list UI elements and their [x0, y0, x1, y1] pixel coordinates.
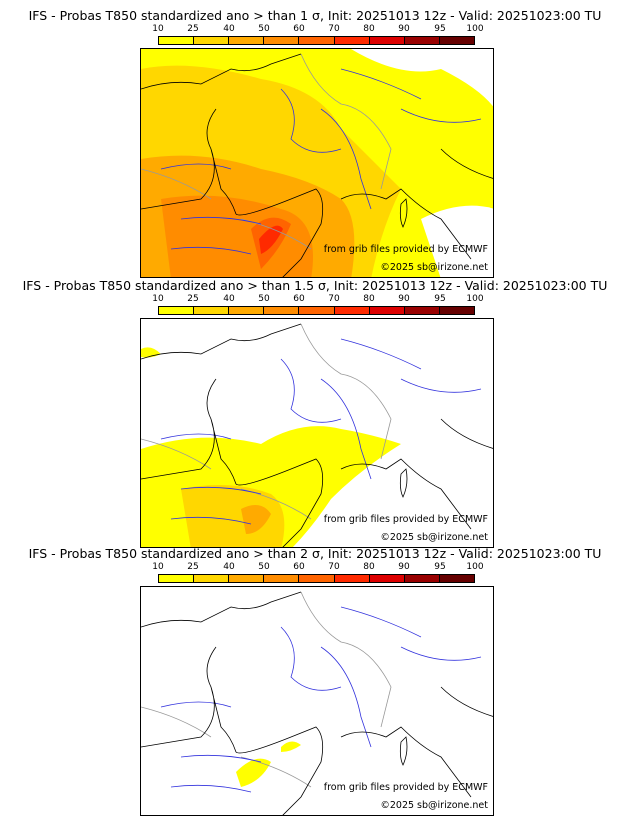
colorbar-tick-label: 70	[328, 24, 340, 34]
colorbar-tick-label: 60	[293, 24, 305, 34]
colorbar-segment	[159, 575, 195, 582]
panel-title: IFS - Probas T850 standardized ano > tha…	[22, 278, 608, 293]
colorbar-tick-label: 50	[258, 562, 270, 572]
colorbar-tick-label: 90	[398, 294, 410, 304]
colorbar-segment	[264, 575, 300, 582]
colorbar	[158, 306, 475, 315]
coastline	[141, 323, 493, 547]
colorbar-tick-label: 60	[293, 562, 305, 572]
colorbar-segment	[299, 575, 335, 582]
colorbar-tick-label: 100	[466, 562, 484, 572]
map-panel: IFS - Probas T850 standardized ano > tha…	[0, 278, 630, 548]
map-panel: IFS - Probas T850 standardized ano > tha…	[0, 8, 630, 278]
probability-area	[161, 195, 313, 277]
colorbar-tick-label: 80	[363, 562, 375, 572]
colorbar-tick-label: 80	[363, 294, 375, 304]
colorbar-tick-label: 90	[398, 562, 410, 572]
colorbar-tick-label: 95	[434, 294, 446, 304]
colorbar-tick-label: 90	[398, 24, 410, 34]
colorbar-segment	[369, 307, 405, 314]
colorbar-tick-label: 50	[258, 24, 270, 34]
colorbar-segment	[299, 307, 335, 314]
colorbar-tick-label: 25	[187, 562, 199, 572]
copyright-credit: ©2025 sb@irizone.net	[380, 262, 488, 273]
panel-title: IFS - Probas T850 standardized ano > tha…	[28, 546, 602, 561]
probability-area	[181, 485, 285, 547]
colorbar-segment	[404, 307, 440, 314]
coastline	[141, 591, 493, 815]
colorbar-segment	[299, 37, 335, 44]
colorbar-tick-label: 40	[223, 562, 235, 572]
colorbar-tick-label: 60	[293, 294, 305, 304]
colorbar-segment	[229, 575, 265, 582]
probability-map: from grib files provided by ECMWF ©2025 s…	[140, 318, 494, 548]
colorbar-tick-label: 40	[223, 294, 235, 304]
data-source-credit: from grib files provided by ECMWF	[323, 244, 488, 255]
probability-map: from grib files provided by ECMWF ©2025 s…	[140, 586, 494, 816]
probability-area	[351, 49, 493, 107]
copyright-credit: ©2025 sb@irizone.net	[380, 800, 488, 811]
colorbar-segment	[194, 575, 230, 582]
colorbar-segment	[194, 37, 230, 44]
colorbar-segment	[369, 37, 405, 44]
map-canvas	[141, 591, 493, 815]
colorbar-tick-label: 10	[152, 24, 164, 34]
data-source-credit: from grib files provided by ECMWF	[323, 514, 488, 525]
colorbar-tick-label: 10	[152, 562, 164, 572]
colorbar-tick-label: 100	[466, 294, 484, 304]
colorbar-segment	[229, 307, 265, 314]
colorbar-segment	[369, 575, 405, 582]
colorbar-segment	[159, 37, 195, 44]
probability-area	[241, 505, 271, 534]
colorbar-segment	[264, 37, 300, 44]
colorbar-segment	[439, 37, 474, 44]
colorbar	[158, 574, 475, 583]
colorbar-segment	[264, 307, 300, 314]
colorbar-segment	[194, 307, 230, 314]
colorbar-tick-label: 95	[434, 562, 446, 572]
colorbar-tick-label: 100	[466, 24, 484, 34]
data-source-credit: from grib files provided by ECMWF	[323, 782, 488, 793]
colorbar-tick-label: 80	[363, 24, 375, 34]
colorbar-segment	[404, 575, 440, 582]
map-canvas	[141, 323, 493, 547]
colorbar	[158, 36, 475, 45]
map-panel: IFS - Probas T850 standardized ano > tha…	[0, 546, 630, 816]
colorbar-segment	[159, 307, 195, 314]
rivers	[160, 68, 482, 255]
colorbar-tick-label: 40	[223, 24, 235, 34]
copyright-credit: ©2025 sb@irizone.net	[380, 532, 488, 543]
colorbar-segment	[334, 307, 370, 314]
probability-area	[421, 205, 493, 277]
probability-area	[291, 602, 309, 614]
map-canvas	[141, 49, 493, 277]
probability-area	[236, 758, 271, 787]
colorbar-tick-label: 25	[187, 294, 199, 304]
colorbar-segment	[439, 307, 474, 314]
colorbar-segment	[334, 37, 370, 44]
colorbar-segment	[404, 37, 440, 44]
rivers	[160, 338, 482, 525]
panel-title: IFS - Probas T850 standardized ano > tha…	[28, 8, 602, 23]
colorbar-tick-label: 70	[328, 562, 340, 572]
colorbar-tick-label: 50	[258, 294, 270, 304]
probability-area	[259, 225, 283, 254]
colorbar-segment	[229, 37, 265, 44]
colorbar-tick-label: 70	[328, 294, 340, 304]
colorbar-tick-label: 10	[152, 294, 164, 304]
colorbar-segment	[439, 575, 474, 582]
colorbar-segment	[334, 575, 370, 582]
probability-map: from grib files provided by ECMWF ©2025 s…	[140, 48, 494, 278]
probability-area	[281, 741, 301, 752]
colorbar-tick-label: 25	[187, 24, 199, 34]
rivers	[160, 606, 482, 793]
coastline	[141, 53, 493, 277]
colorbar-tick-label: 95	[434, 24, 446, 34]
